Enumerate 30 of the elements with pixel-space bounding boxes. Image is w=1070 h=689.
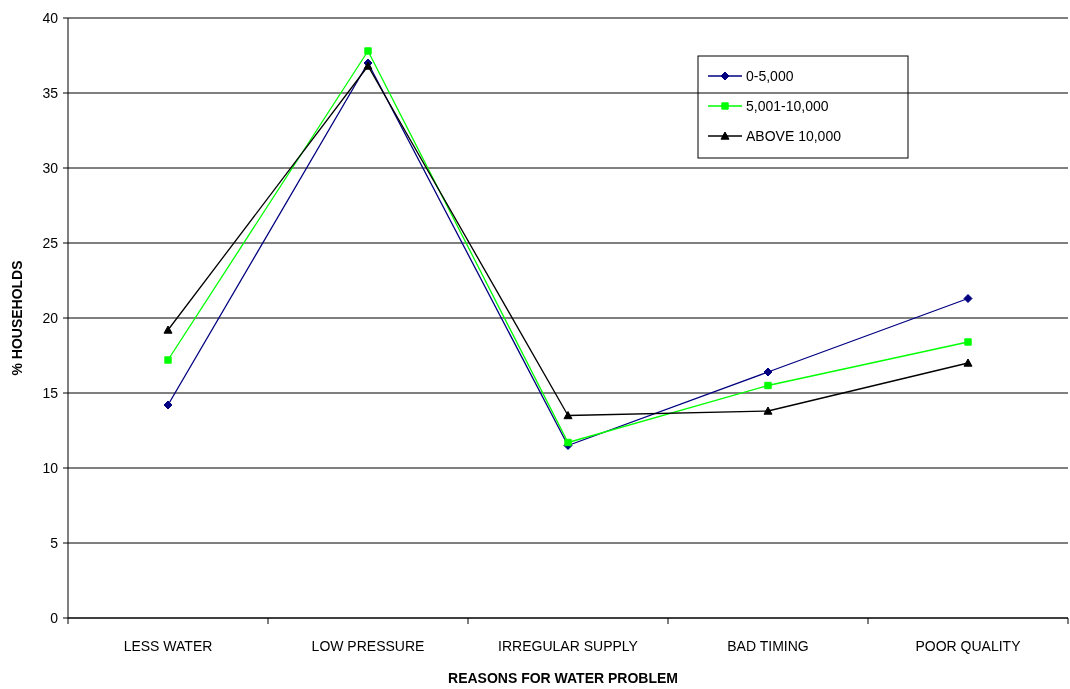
x-tick-label: LESS WATER	[123, 638, 213, 654]
point	[963, 294, 973, 303]
x-axis-title: REASONS FOR WATER PROBLEM	[448, 670, 678, 686]
y-tick-label: 30	[42, 159, 59, 176]
point	[563, 411, 573, 420]
point	[163, 400, 173, 410]
y-axis-title: % HOUSEHOLDS	[9, 260, 25, 376]
x-tick-label: BAD TIMING	[727, 638, 809, 654]
x-tick-label: IRREGULAR SUPPLY	[498, 638, 639, 654]
legend-label: 0-5,000	[746, 67, 794, 84]
point	[963, 358, 973, 367]
point	[764, 381, 772, 390]
y-tick-label: 5	[50, 534, 59, 551]
point	[364, 47, 372, 55]
y-tick-label: 15	[42, 384, 59, 401]
point	[964, 338, 972, 346]
y-tick-label: 35	[42, 84, 59, 101]
y-tick-label: 25	[42, 234, 59, 251]
point	[163, 325, 173, 334]
point	[763, 367, 773, 377]
y-tick-label: 0	[50, 609, 59, 626]
y-tick-label: 10	[42, 459, 59, 476]
x-tick-label: LOW PRESSURE	[311, 638, 425, 654]
x-tick-label: POOR QUALITY	[915, 638, 1022, 654]
point	[763, 406, 773, 415]
legend-label: ABOVE 10,000	[746, 127, 842, 144]
legend-label: 5,001-10,000	[746, 97, 829, 114]
y-tick-label: 40	[42, 9, 59, 26]
point	[164, 356, 172, 364]
y-tick-label: 20	[42, 309, 59, 326]
